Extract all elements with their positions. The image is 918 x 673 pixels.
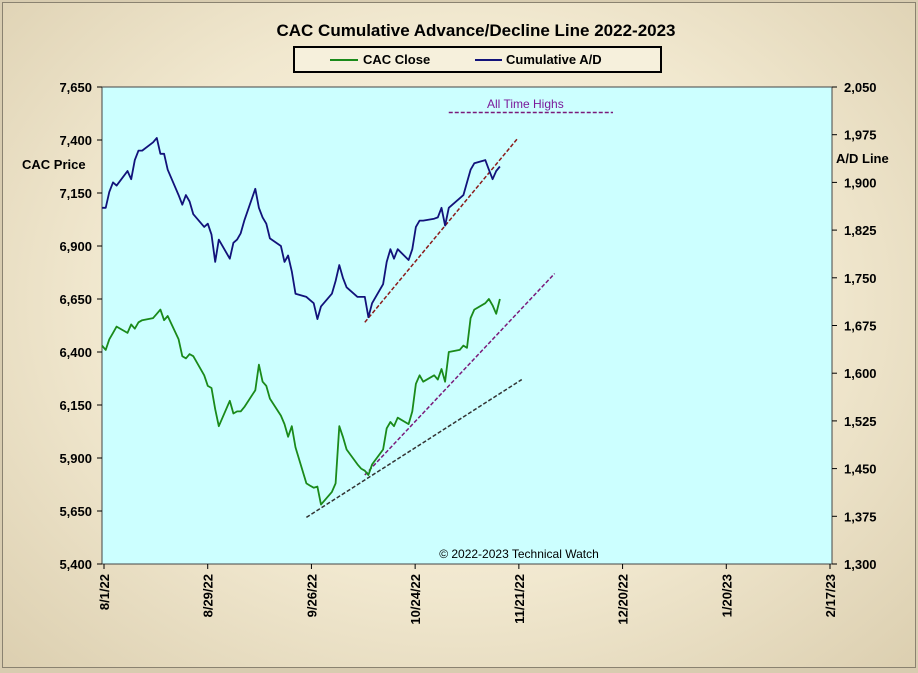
left-tick-label: 6,900 [59, 239, 92, 254]
x-tick-label: 9/26/22 [304, 574, 319, 617]
right-tick-label: 2,050 [844, 80, 877, 95]
x-tick-label: 12/20/22 [616, 574, 631, 625]
trendline [364, 137, 519, 323]
x-tick-label: 11/21/22 [512, 574, 527, 624]
chart-title: CAC Cumulative Advance/Decline Line 2022… [276, 21, 675, 40]
left-tick-label: 6,400 [59, 345, 92, 360]
chart-svg: CAC Cumulative Advance/Decline Line 2022… [22, 21, 889, 625]
copyright-text: © 2022-2023 Technical Watch [439, 547, 599, 561]
right-tick-label: 1,975 [844, 128, 877, 143]
right-tick-label: 1,375 [844, 509, 877, 524]
right-tick-label: 1,750 [844, 271, 877, 286]
right-tick-label: 1,525 [844, 414, 877, 429]
x-tick-label: 1/20/23 [719, 574, 734, 617]
right-tick-label: 1,825 [844, 223, 877, 238]
x-tick-label: 10/24/22 [408, 574, 423, 625]
right-axis-label: A/D Line [836, 151, 889, 166]
trendline [305, 378, 523, 518]
right-tick-label: 1,450 [844, 462, 877, 477]
series-line-cac-close [101, 298, 501, 506]
left-tick-label: 5,400 [59, 557, 92, 572]
plot-area [101, 86, 833, 565]
legend-label-cumulative-ad: Cumulative A/D [506, 52, 602, 67]
right-tick-label: 1,900 [844, 175, 877, 190]
left-axis-label: CAC Price [22, 157, 86, 172]
legend: CAC Close Cumulative A/D [293, 46, 662, 73]
left-tick-label: 7,150 [59, 186, 92, 201]
x-tick-label: 2/17/23 [823, 574, 838, 617]
series-line-cumulative-a-d [102, 136, 501, 321]
left-tick-label: 7,650 [59, 80, 92, 95]
x-tick-label: 8/1/22 [97, 574, 112, 610]
trendline [364, 273, 556, 476]
left-tick-label: 5,650 [59, 504, 92, 519]
left-tick-label: 6,150 [59, 398, 92, 413]
all-time-highs-annotation: All Time Highs [487, 97, 564, 111]
right-tick-label: 1,675 [844, 319, 877, 334]
left-tick-label: 7,400 [59, 133, 92, 148]
legend-label-cac-close: CAC Close [363, 52, 430, 67]
left-tick-label: 5,900 [59, 451, 92, 466]
chart-marks: 5,400 5,650 5,900 6,150 6,400 6,650 6,900 7,150… [59, 80, 876, 625]
right-tick-label: 1,300 [844, 557, 877, 572]
right-tick-label: 1,600 [844, 366, 877, 381]
left-tick-label: 6,650 [59, 292, 92, 307]
x-tick-label: 8/29/22 [201, 574, 216, 617]
